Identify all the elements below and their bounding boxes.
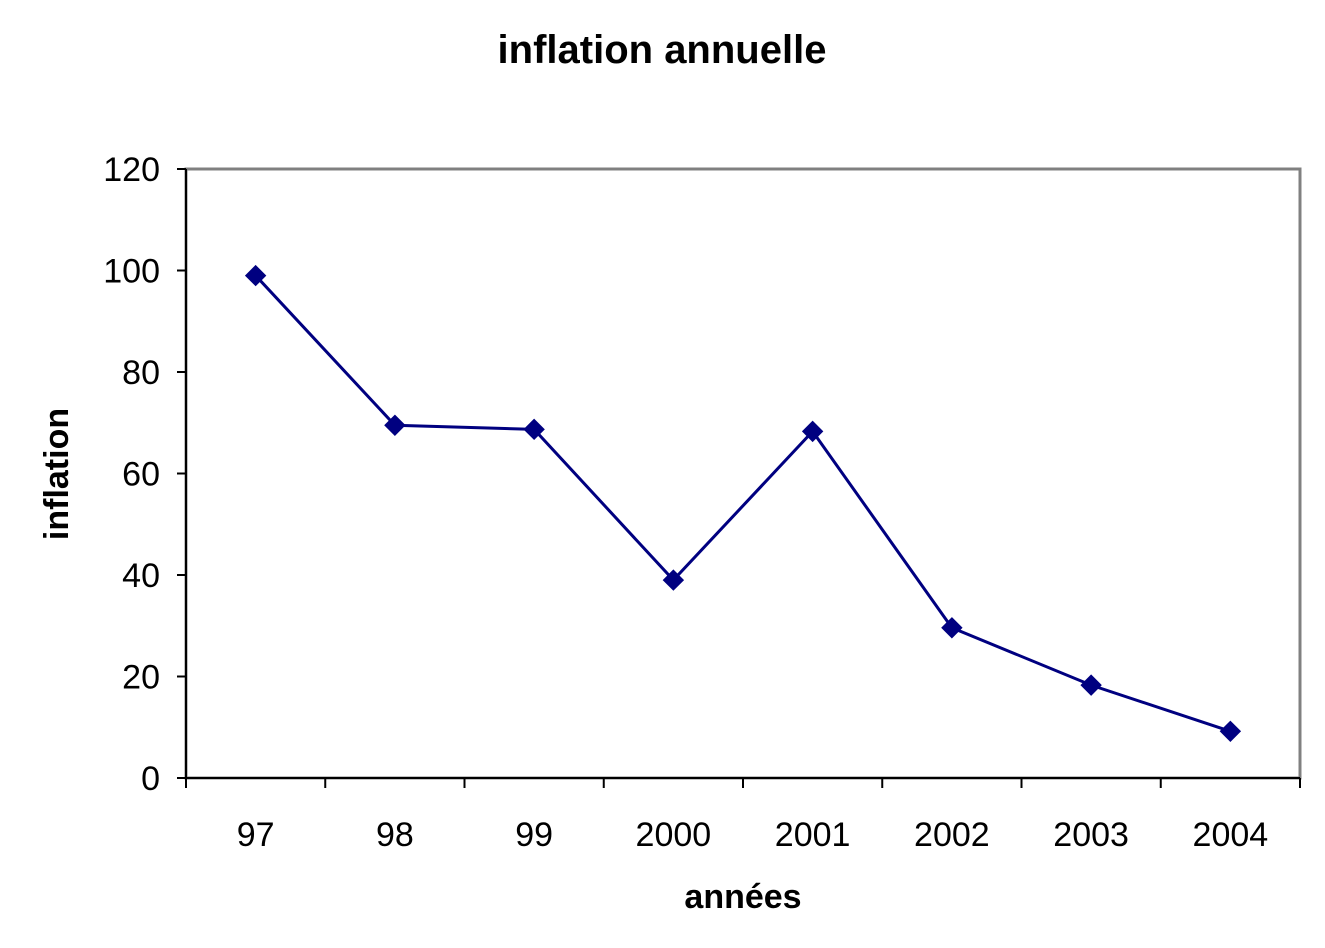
x-tick-label: 97 — [237, 816, 275, 854]
x-tick-label: 2003 — [1053, 816, 1129, 854]
y-tick-label: 100 — [103, 253, 160, 291]
data-point-marker — [941, 617, 963, 639]
series-line — [254, 274, 1231, 733]
x-tick-label: 2004 — [1193, 816, 1269, 854]
data-point-marker — [523, 418, 545, 441]
data-point-marker — [244, 264, 267, 287]
y-tick-label: 20 — [122, 659, 160, 697]
y-tick-label: 60 — [122, 456, 160, 494]
plot-area — [184, 167, 1302, 780]
x-tick-label: 2001 — [775, 816, 851, 854]
data-point-marker — [662, 569, 685, 591]
data-point-marker — [384, 414, 406, 436]
y-tick-label: 120 — [103, 151, 160, 189]
y-tick-label: 0 — [141, 760, 160, 798]
x-tick-label: 2000 — [636, 816, 712, 854]
data-point-marker — [801, 420, 824, 443]
y-tick-label: 40 — [122, 557, 160, 595]
x-tick-label: 99 — [515, 816, 553, 854]
x-tick-label: 2002 — [914, 816, 990, 854]
data-point-marker — [1219, 720, 1242, 743]
x-tick-label: 98 — [376, 816, 414, 854]
x-axis-label: années — [684, 878, 801, 916]
data-point-marker — [1080, 674, 1102, 696]
series-layer — [244, 264, 1242, 743]
y-tick-label: 80 — [122, 354, 160, 392]
chart-title: inflation annuelle — [498, 28, 827, 72]
axes: 0 20 40 60 80 100 120 97 98 99 2000 2001 2002 2003 200… — [103, 151, 1301, 854]
y-axis-label: inflation — [38, 408, 76, 540]
